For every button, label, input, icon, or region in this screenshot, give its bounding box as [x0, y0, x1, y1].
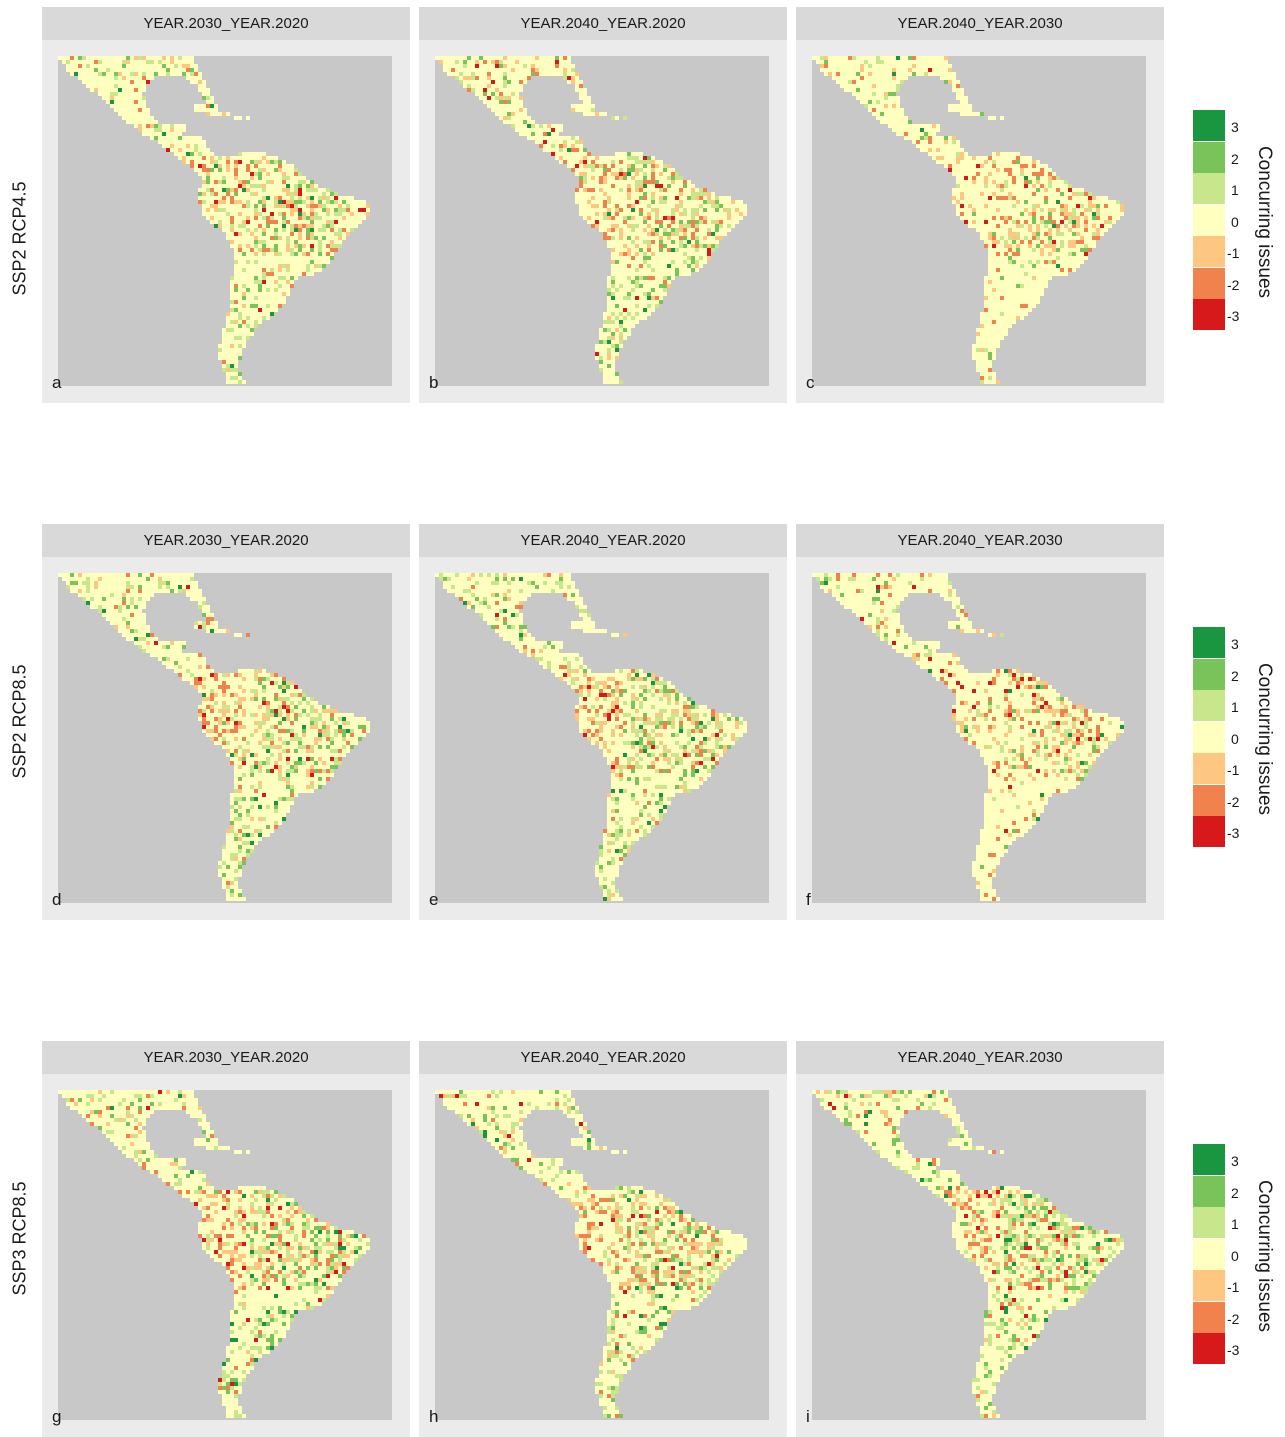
map-plot	[58, 56, 392, 386]
legend-swatch	[1193, 721, 1225, 753]
legend-swatch	[1193, 204, 1225, 236]
legend-value: -3	[1227, 308, 1240, 324]
legend-value: 0	[1231, 1247, 1239, 1264]
legend-swatch	[1193, 1333, 1225, 1364]
legend-value: 1	[1231, 699, 1239, 715]
map-plot	[435, 56, 769, 386]
legend-value: 0	[1231, 730, 1239, 747]
legend-row-1: 3 2 1 0 -1 -2 -3 Concurring issues	[1193, 110, 1283, 334]
legend-value: -2	[1227, 793, 1240, 810]
legend-value: 2	[1231, 1184, 1239, 1201]
panel-title: YEAR.2040_YEAR.2020	[419, 524, 787, 557]
panel-title: YEAR.2040_YEAR.2030	[796, 7, 1164, 40]
panel-letter: i	[806, 1407, 810, 1426]
map-panel-a: YEAR.2030_YEAR.2020 a	[42, 7, 410, 403]
legend-swatch	[1193, 816, 1225, 847]
legend-value: 1	[1231, 182, 1239, 198]
legend-swatch	[1193, 1207, 1225, 1238]
legend-value: 2	[1231, 667, 1239, 684]
legend-row-2: 3 2 1 0 -1 -2 -3 Concurring issues	[1193, 627, 1283, 851]
legend-value: -2	[1227, 276, 1240, 293]
panel-title: YEAR.2040_YEAR.2030	[796, 1041, 1164, 1074]
panel-letter: g	[52, 1407, 62, 1426]
panel-letter: b	[429, 373, 439, 392]
map-plot	[58, 1090, 392, 1420]
row-label-2: SSP2 RCP8.5	[9, 663, 30, 779]
map-plot	[435, 573, 769, 903]
legend-value: -1	[1227, 1279, 1240, 1295]
panel-letter: h	[429, 1407, 439, 1426]
legend-swatch	[1193, 658, 1225, 690]
panel-title: YEAR.2030_YEAR.2020	[42, 524, 410, 557]
legend-row-3: 3 2 1 0 -1 -2 -3 Concurring issues	[1193, 1144, 1283, 1368]
legend-swatch	[1193, 267, 1225, 299]
legend-swatch	[1193, 1270, 1225, 1301]
legend-title: Concurring issues	[1254, 145, 1276, 299]
legend-value: -1	[1227, 245, 1240, 261]
legend-value: 3	[1231, 1153, 1239, 1169]
panel-title: YEAR.2040_YEAR.2030	[796, 524, 1164, 557]
legend-swatch	[1193, 753, 1225, 784]
map-plot	[812, 56, 1146, 386]
legend-value: -3	[1227, 1342, 1240, 1358]
map-panel-f: YEAR.2040_YEAR.2030 f	[796, 524, 1164, 920]
legend-swatch	[1193, 236, 1225, 267]
legend-swatch	[1193, 1301, 1225, 1333]
panel-letter: a	[52, 373, 62, 392]
panel-letter: e	[429, 890, 439, 909]
legend-swatch	[1193, 1144, 1225, 1175]
map-panel-i: YEAR.2040_YEAR.2030 i	[796, 1041, 1164, 1437]
map-panel-g: YEAR.2030_YEAR.2020 g	[42, 1041, 410, 1437]
legend-swatch	[1193, 173, 1225, 204]
legend-value: -1	[1227, 762, 1240, 778]
legend-swatch	[1193, 627, 1225, 658]
map-plot	[435, 1090, 769, 1420]
legend-title: Concurring issues	[1254, 1179, 1276, 1333]
legend-swatch	[1193, 1238, 1225, 1270]
panel-title: YEAR.2030_YEAR.2020	[42, 1041, 410, 1074]
row-label-3: SSP3 RCP8.5	[9, 1180, 30, 1296]
legend-value: 1	[1231, 1216, 1239, 1232]
legend-swatch	[1193, 784, 1225, 816]
legend-value: -3	[1227, 825, 1240, 841]
legend-value: 3	[1231, 636, 1239, 652]
legend-swatch	[1193, 299, 1225, 330]
legend-swatch	[1193, 690, 1225, 721]
map-panel-c: YEAR.2040_YEAR.2030 c	[796, 7, 1164, 403]
map-panel-b: YEAR.2040_YEAR.2020 b	[419, 7, 787, 403]
map-panel-h: YEAR.2040_YEAR.2020 h	[419, 1041, 787, 1437]
legend-swatch	[1193, 141, 1225, 173]
row-label-1: SSP2 RCP4.5	[9, 180, 30, 296]
legend-value: 3	[1231, 119, 1239, 135]
legend-value: -2	[1227, 1310, 1240, 1327]
panel-title: YEAR.2030_YEAR.2020	[42, 7, 410, 40]
map-plot	[812, 1090, 1146, 1420]
map-plot	[812, 573, 1146, 903]
panel-letter: c	[806, 373, 815, 392]
map-panel-e: YEAR.2040_YEAR.2020 e	[419, 524, 787, 920]
panel-title: YEAR.2040_YEAR.2020	[419, 7, 787, 40]
map-plot	[58, 573, 392, 903]
panel-title: YEAR.2040_YEAR.2020	[419, 1041, 787, 1074]
legend-value: 2	[1231, 150, 1239, 167]
panel-letter: d	[52, 890, 62, 909]
legend-swatch	[1193, 110, 1225, 141]
panel-letter: f	[806, 890, 811, 909]
legend-value: 0	[1231, 213, 1239, 230]
legend-swatch	[1193, 1175, 1225, 1207]
map-panel-d: YEAR.2030_YEAR.2020 d	[42, 524, 410, 920]
legend-title: Concurring issues	[1254, 662, 1276, 816]
